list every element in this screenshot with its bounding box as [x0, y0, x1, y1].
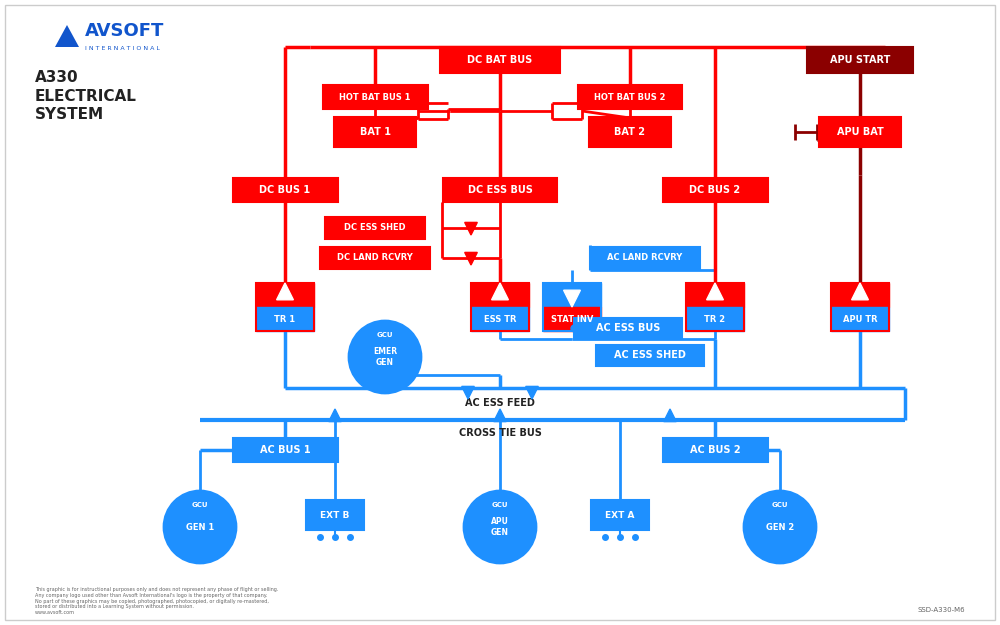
Text: BAT 2: BAT 2	[614, 127, 646, 137]
Text: GEN 2: GEN 2	[766, 522, 794, 531]
Text: ESS TR: ESS TR	[484, 314, 516, 324]
Circle shape	[464, 491, 536, 563]
FancyBboxPatch shape	[574, 318, 682, 339]
FancyBboxPatch shape	[471, 283, 529, 307]
Polygon shape	[277, 283, 293, 300]
Polygon shape	[564, 290, 580, 307]
FancyBboxPatch shape	[256, 283, 314, 307]
Text: EXT B: EXT B	[320, 511, 350, 519]
Text: APU
GEN: APU GEN	[491, 518, 509, 537]
FancyBboxPatch shape	[440, 47, 560, 73]
Text: AC BUS 2: AC BUS 2	[690, 445, 740, 455]
Text: BAT 1: BAT 1	[360, 127, 390, 137]
Text: HOT BAT BUS 2: HOT BAT BUS 2	[594, 92, 666, 101]
Text: GCU: GCU	[192, 502, 208, 508]
FancyBboxPatch shape	[662, 438, 768, 462]
FancyBboxPatch shape	[320, 247, 430, 269]
Polygon shape	[707, 283, 723, 300]
FancyBboxPatch shape	[831, 307, 889, 331]
Text: TR 2: TR 2	[704, 314, 726, 324]
Polygon shape	[462, 386, 474, 399]
Text: AC ESS BUS: AC ESS BUS	[596, 323, 660, 333]
Polygon shape	[465, 222, 477, 235]
Polygon shape	[329, 409, 341, 422]
Text: DC BUS 1: DC BUS 1	[259, 185, 311, 195]
FancyBboxPatch shape	[233, 178, 338, 202]
Text: This graphic is for instructional purposes only and does not represent any phase: This graphic is for instructional purpos…	[35, 587, 278, 615]
FancyBboxPatch shape	[471, 307, 529, 331]
Polygon shape	[492, 283, 508, 300]
Text: AC ESS SHED: AC ESS SHED	[614, 350, 686, 360]
Text: I N T E R N A T I O N A L: I N T E R N A T I O N A L	[85, 46, 160, 51]
FancyBboxPatch shape	[686, 283, 744, 307]
Polygon shape	[526, 386, 538, 399]
Polygon shape	[852, 283, 868, 300]
Polygon shape	[465, 253, 477, 265]
Text: AVSOFT: AVSOFT	[85, 22, 164, 40]
Text: GCU: GCU	[377, 332, 393, 338]
FancyBboxPatch shape	[325, 217, 425, 239]
Polygon shape	[664, 409, 676, 422]
Text: HOT BAT BUS 1: HOT BAT BUS 1	[339, 92, 411, 101]
FancyBboxPatch shape	[233, 438, 338, 462]
Text: EMER
GEN: EMER GEN	[373, 348, 397, 367]
FancyBboxPatch shape	[591, 500, 649, 530]
FancyBboxPatch shape	[686, 307, 744, 331]
Text: AC BUS 1: AC BUS 1	[260, 445, 310, 455]
FancyBboxPatch shape	[442, 178, 557, 202]
FancyBboxPatch shape	[334, 117, 416, 147]
Text: TR 1: TR 1	[274, 314, 296, 324]
FancyBboxPatch shape	[256, 307, 314, 331]
Text: APU BAT: APU BAT	[837, 127, 883, 137]
Circle shape	[349, 321, 421, 393]
FancyBboxPatch shape	[589, 117, 671, 147]
Text: DC BAT BUS: DC BAT BUS	[467, 55, 533, 65]
Circle shape	[164, 491, 236, 563]
Text: GCU: GCU	[492, 502, 508, 508]
Text: CROSS TIE BUS: CROSS TIE BUS	[459, 428, 541, 438]
Polygon shape	[494, 409, 506, 422]
Text: AC ESS FEED: AC ESS FEED	[465, 398, 535, 408]
Text: DC BUS 2: DC BUS 2	[689, 185, 741, 195]
FancyBboxPatch shape	[590, 247, 700, 269]
FancyBboxPatch shape	[662, 178, 768, 202]
Text: EXT A: EXT A	[605, 511, 635, 519]
Text: GEN 1: GEN 1	[186, 522, 214, 531]
Text: SSD-A330-M6: SSD-A330-M6	[917, 607, 965, 613]
FancyBboxPatch shape	[819, 117, 901, 147]
Text: APU TR: APU TR	[843, 314, 877, 324]
FancyBboxPatch shape	[543, 307, 601, 331]
Text: APU START: APU START	[830, 55, 890, 65]
Circle shape	[744, 491, 816, 563]
Polygon shape	[55, 25, 79, 47]
FancyBboxPatch shape	[306, 500, 364, 530]
Text: STAT INV: STAT INV	[551, 314, 593, 324]
Text: GCU: GCU	[772, 502, 788, 508]
FancyBboxPatch shape	[596, 344, 704, 366]
FancyBboxPatch shape	[578, 85, 682, 109]
FancyBboxPatch shape	[543, 283, 601, 307]
Text: AC LAND RCVRY: AC LAND RCVRY	[607, 254, 683, 262]
Text: DC ESS BUS: DC ESS BUS	[468, 185, 532, 195]
Text: DC LAND RCVRY: DC LAND RCVRY	[337, 254, 413, 262]
FancyBboxPatch shape	[322, 85, 428, 109]
Text: DC ESS SHED: DC ESS SHED	[344, 224, 406, 232]
Text: A330
ELECTRICAL
SYSTEM: A330 ELECTRICAL SYSTEM	[35, 70, 137, 122]
FancyBboxPatch shape	[807, 47, 912, 73]
FancyBboxPatch shape	[831, 283, 889, 307]
